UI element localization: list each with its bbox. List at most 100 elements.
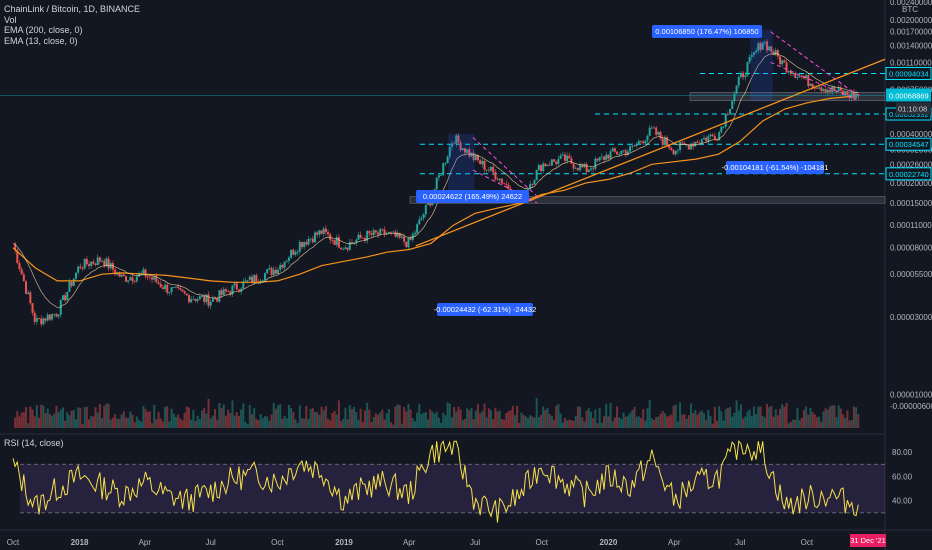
- candle-body: [694, 141, 697, 147]
- volume-bar: [22, 412, 25, 428]
- candle-body: [689, 143, 692, 150]
- candle-body: [683, 143, 686, 145]
- candle-body: [379, 228, 382, 235]
- volume-bar: [733, 412, 736, 428]
- volume-bar: [668, 415, 671, 428]
- volume-bar: [107, 403, 110, 428]
- candle-body: [748, 56, 751, 63]
- candle-body: [420, 218, 423, 220]
- candle-body: [305, 242, 308, 245]
- volume-bar: [553, 419, 556, 428]
- volume-bar: [51, 415, 54, 428]
- candle-body: [507, 184, 510, 189]
- candle-body: [629, 146, 632, 152]
- volume-bar: [696, 414, 699, 428]
- candle-body: [144, 269, 147, 277]
- candle-body: [661, 138, 664, 145]
- candle-body: [766, 41, 769, 51]
- candle-body: [359, 234, 362, 238]
- candle-body: [274, 269, 277, 274]
- volume-bar: [183, 412, 186, 428]
- candle-body: [800, 75, 803, 77]
- volume-bar: [246, 424, 249, 428]
- candle-body: [702, 137, 705, 140]
- volume-bar: [770, 405, 773, 428]
- candle-body: [448, 147, 451, 157]
- volume-bar: [657, 416, 660, 428]
- candle-body: [427, 202, 430, 205]
- candle-body: [637, 141, 640, 145]
- legend-vol: Vol: [4, 14, 17, 25]
- volume-bar: [831, 405, 834, 428]
- candle-body: [61, 295, 64, 301]
- legend-title: ChainLink / Bitcoin, 1D, BINANCE: [4, 4, 141, 14]
- volume-bar: [413, 421, 416, 428]
- volume-bar: [844, 417, 847, 428]
- volume-bar: [789, 421, 792, 428]
- volume-bar: [698, 411, 701, 428]
- volume-bar: [453, 407, 456, 428]
- volume-bar: [357, 420, 360, 428]
- volume-bar: [370, 422, 373, 428]
- volume-bar: [670, 414, 673, 428]
- volume-bar: [57, 412, 60, 428]
- candle-body: [38, 318, 41, 319]
- volume-bar: [44, 412, 47, 428]
- volume-bar: [170, 408, 173, 428]
- volume-bar: [776, 415, 779, 428]
- volume-bar: [144, 408, 147, 428]
- volume-bar: [46, 408, 49, 428]
- volume-bar: [676, 421, 679, 428]
- candle-body: [500, 178, 503, 184]
- candle-body: [355, 239, 358, 243]
- volume-bar: [618, 417, 621, 428]
- candle-body: [789, 71, 792, 75]
- volume-bar: [468, 410, 471, 428]
- candle-body: [553, 159, 556, 162]
- volume-bar: [633, 406, 636, 428]
- candle-body: [705, 137, 708, 142]
- candle-body: [322, 228, 325, 234]
- time-axis-tick: 2019: [335, 538, 353, 547]
- volume-bar: [138, 419, 141, 428]
- volume-bar: [833, 405, 836, 428]
- volume-bar: [648, 400, 651, 428]
- candle-body: [281, 264, 284, 268]
- volume-bar: [826, 409, 829, 428]
- candle-body: [231, 285, 234, 295]
- volume-bar: [813, 414, 816, 428]
- volume-bar: [53, 413, 56, 428]
- candle-body: [537, 165, 540, 170]
- volume-bar: [829, 406, 832, 428]
- candle-body: [107, 258, 110, 269]
- candle-body: [201, 296, 204, 298]
- candle-body: [309, 238, 312, 240]
- ema200-line: [12, 95, 852, 283]
- candle-body: [774, 50, 777, 55]
- volume-bar: [101, 418, 104, 428]
- volume-bar: [292, 412, 295, 428]
- candle-body: [646, 135, 649, 141]
- candle-body: [81, 267, 84, 269]
- candle-body: [346, 247, 349, 250]
- candle-body: [272, 269, 275, 275]
- candle-body: [392, 231, 395, 233]
- time-axis-tick: Oct: [7, 538, 20, 547]
- candle-body: [546, 164, 549, 167]
- volume-bar: [350, 409, 353, 428]
- volume-bar: [361, 421, 364, 428]
- candle-body: [14, 243, 17, 251]
- volume-bar: [496, 411, 499, 428]
- measure-label: 0.00024622 (165.49%) 24622: [423, 192, 522, 201]
- measure-label-bg: [726, 161, 824, 174]
- volume-bar: [72, 410, 75, 428]
- candle-body: [531, 183, 534, 185]
- level-tag: 0.00034547: [889, 140, 929, 149]
- volume-bar: [837, 405, 840, 428]
- volume-bar: [98, 403, 101, 428]
- candle-body: [709, 134, 712, 137]
- candle-body: [761, 42, 764, 50]
- volume-bar: [613, 417, 616, 428]
- volume-bar: [852, 406, 855, 428]
